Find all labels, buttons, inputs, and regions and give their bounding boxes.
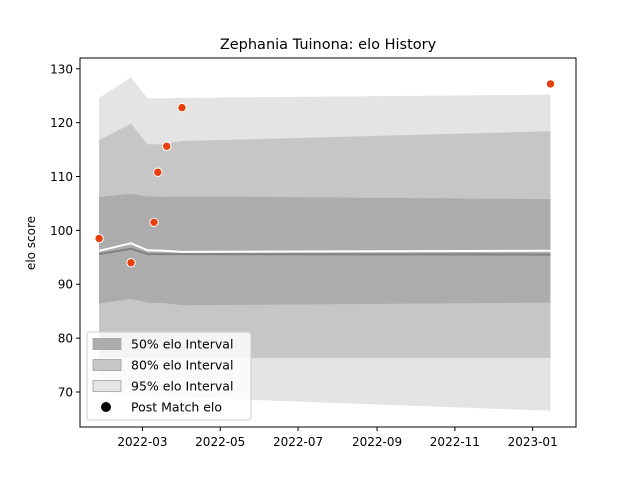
legend-box	[86, 331, 252, 421]
y-tick-label: 90	[58, 278, 73, 292]
y-axis: 70 80 90 100 110 120 130	[50, 62, 80, 399]
legend-entry-label: 80% elo Interval	[131, 358, 233, 373]
post-match-point	[177, 102, 187, 113]
y-tick-label: 100	[50, 224, 73, 238]
y-tick-label: 70	[58, 385, 73, 399]
post-match-point	[153, 167, 163, 177]
plot-area	[79, 57, 577, 428]
x-tick-label: 2022-09	[352, 435, 402, 449]
y-tick-label: 80	[58, 332, 73, 346]
interval-bands	[99, 77, 551, 411]
legend-entry-label: Post Match elo	[131, 400, 222, 415]
legend-band-swatch	[92, 338, 122, 350]
x-tick-label: 2023-01	[508, 435, 558, 449]
legend-band-swatch	[92, 380, 122, 392]
y-axis-label: elo score	[24, 216, 38, 270]
legend: 50% elo Interval 80% elo Interval 95% elo …	[86, 331, 252, 421]
x-tick-label: 2022-11	[430, 435, 480, 449]
y-tick-label: 120	[50, 116, 73, 130]
x-tick-label: 2022-07	[273, 435, 323, 449]
post-match-point	[149, 217, 159, 228]
x-tick-label: 2022-03	[117, 435, 167, 449]
plot-frame	[79, 57, 577, 428]
mean-elo-line	[98, 242, 551, 253]
chart-title: Zephania Tuinona: elo History	[220, 37, 437, 53]
post-match-point	[94, 233, 104, 244]
summary-lines	[98, 242, 551, 256]
legend-entry-label: 50% elo Interval	[131, 337, 233, 352]
y-tick-label: 130	[50, 62, 73, 76]
post-match-point	[126, 258, 136, 268]
legend-entry-label: 95% elo Interval	[131, 379, 233, 394]
x-tick-label: 2022-05	[195, 435, 245, 449]
band-50-interval	[99, 193, 551, 306]
x-axis: 2022-03 2022-05 2022-07 2022-09 2022-11 2023-…	[117, 427, 558, 449]
post-match-point	[162, 141, 172, 152]
legend-band-swatch	[92, 359, 122, 371]
y-tick-label: 110	[50, 170, 73, 184]
median-elo-line	[98, 247, 551, 256]
post-match-point	[545, 79, 556, 89]
legend-marker-swatch	[101, 402, 111, 412]
post-match-points	[94, 79, 556, 268]
